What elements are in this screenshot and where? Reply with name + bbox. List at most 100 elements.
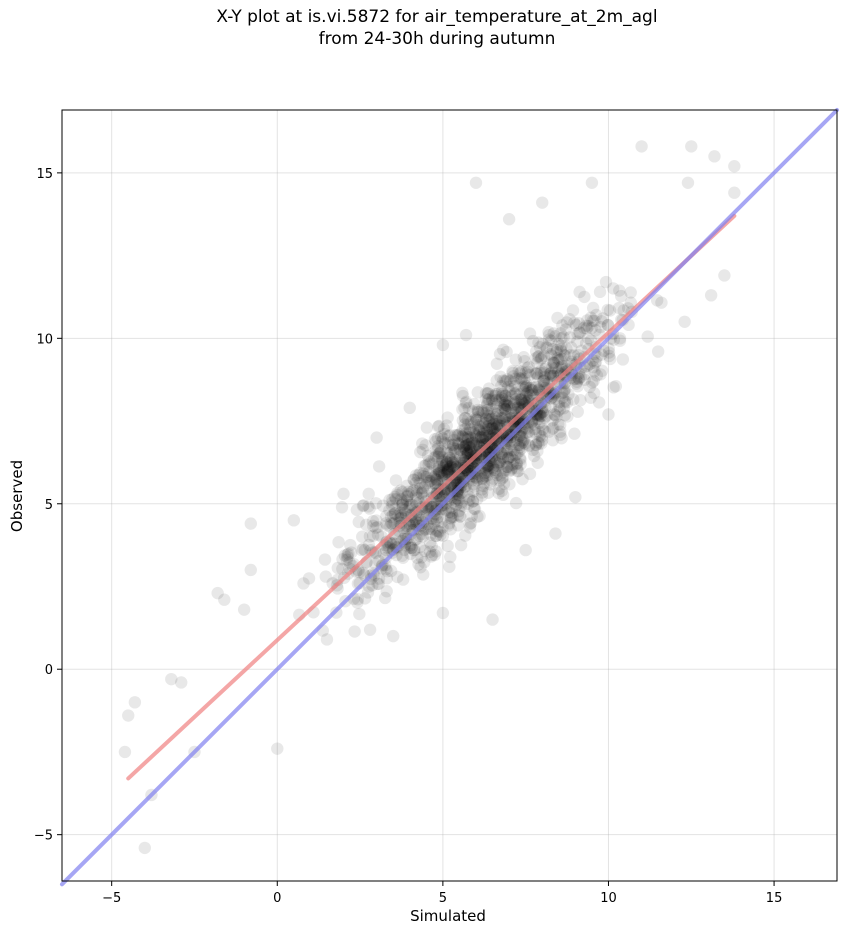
data-point: [650, 294, 664, 307]
data-point: [521, 426, 534, 439]
data-point: [431, 432, 444, 445]
data-point: [348, 625, 361, 638]
data-point: [411, 551, 424, 565]
data-point: [533, 340, 547, 354]
data-point: [586, 376, 599, 389]
data-point: [534, 366, 547, 380]
data-point: [517, 351, 530, 364]
data-point: [602, 346, 616, 359]
data-point: [467, 485, 480, 498]
data-point: [331, 561, 344, 575]
data-point: [528, 418, 541, 431]
data-point: [536, 337, 549, 351]
data-point: [355, 543, 368, 557]
data-point: [352, 515, 365, 529]
data-point: [514, 387, 527, 401]
data-point: [415, 551, 428, 564]
data-point: [455, 496, 468, 509]
data-point: [490, 408, 503, 421]
data-point: [509, 386, 522, 400]
data-point: [515, 393, 528, 407]
data-point: [463, 468, 476, 481]
data-point: [444, 511, 457, 525]
data-point: [391, 570, 404, 584]
data-point: [471, 405, 484, 419]
data-point: [496, 452, 510, 465]
data-point: [476, 431, 489, 445]
data-point: [538, 363, 552, 376]
data-point: [499, 402, 512, 416]
data-point: [484, 422, 497, 435]
data-point: [441, 464, 454, 478]
data-point: [519, 543, 532, 557]
data-point: [388, 507, 401, 520]
data-point: [503, 478, 516, 491]
data-point: [518, 372, 531, 385]
data-point: [514, 429, 527, 443]
data-point: [572, 372, 586, 386]
data-point: [480, 406, 494, 419]
data-point: [490, 468, 504, 482]
chart-title-line-2: from 24-30h during autumn: [318, 29, 556, 49]
data-point: [518, 394, 531, 407]
data-point: [571, 335, 584, 348]
data-point: [522, 425, 535, 438]
data-point: [473, 424, 486, 438]
data-point: [400, 494, 413, 508]
data-point: [555, 331, 568, 345]
data-point: [467, 436, 481, 450]
data-point: [514, 453, 527, 467]
data-point: [537, 374, 551, 387]
data-point: [471, 510, 484, 523]
data-point: [477, 477, 491, 490]
data-point: [444, 445, 458, 459]
data-point: [431, 442, 444, 455]
data-point: [411, 471, 425, 485]
data-point: [535, 437, 548, 450]
data-point: [508, 387, 522, 401]
data-point: [500, 399, 514, 413]
data-point: [332, 535, 345, 549]
data-point: [421, 449, 435, 462]
data-point: [394, 484, 407, 497]
data-point: [453, 510, 467, 523]
data-point: [489, 393, 503, 407]
data-point: [459, 443, 472, 456]
data-point: [386, 496, 399, 509]
data-point: [728, 160, 741, 173]
data-point: [438, 427, 451, 441]
data-point: [384, 516, 398, 530]
data-point: [489, 463, 502, 476]
data-point: [497, 343, 510, 356]
data-point: [372, 577, 385, 591]
data-point: [459, 396, 472, 410]
data-point: [422, 522, 435, 535]
data-point: [432, 467, 445, 481]
data-point: [513, 398, 527, 411]
data-point: [523, 438, 536, 452]
data-point: [469, 412, 483, 425]
data-point: [386, 517, 399, 531]
data-point: [485, 445, 498, 459]
data-point: [414, 466, 427, 480]
data-point: [498, 392, 512, 406]
data-point: [483, 422, 496, 435]
data-point: [549, 527, 562, 540]
data-point: [515, 371, 528, 385]
data-point: [211, 586, 224, 600]
data-point: [514, 458, 527, 471]
data-point: [507, 454, 521, 467]
data-point: [482, 486, 495, 499]
data-point: [488, 422, 502, 436]
data-point: [506, 458, 519, 471]
data-point: [478, 429, 492, 442]
data-point: [449, 456, 462, 470]
data-point: [428, 548, 441, 562]
data-point: [138, 841, 151, 855]
data-point: [718, 269, 731, 282]
data-point: [463, 467, 477, 480]
data-point: [430, 462, 444, 476]
data-point: [579, 337, 593, 350]
data-point: [461, 438, 474, 452]
data-point: [466, 405, 479, 418]
